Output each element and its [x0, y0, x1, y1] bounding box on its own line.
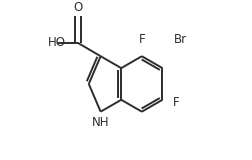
Text: F: F: [173, 96, 179, 109]
Text: Br: Br: [174, 33, 187, 46]
Text: F: F: [139, 33, 145, 46]
Text: HO: HO: [48, 36, 66, 49]
Text: O: O: [73, 1, 82, 14]
Text: NH: NH: [92, 116, 109, 129]
